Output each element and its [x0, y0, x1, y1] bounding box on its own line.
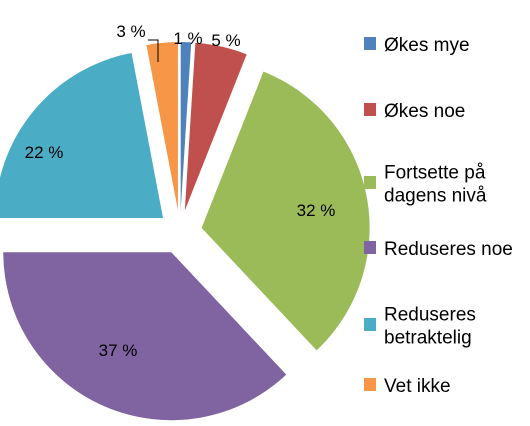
- legend-swatch-reduseres-noe: [364, 241, 376, 254]
- legend-swatch-okes-mye: [364, 37, 376, 50]
- data-label-fortsette-pa-dagens-niva: 32 %: [297, 201, 336, 220]
- legend-label-reduseres-noe: Reduseres noe: [384, 239, 513, 260]
- pie-slice-okes-noe: [184, 42, 247, 211]
- pie-slice-reduseres-betraktelig: [0, 52, 164, 218]
- pie-slice-fortsette-pa-dagens-niva: [201, 71, 370, 351]
- legend-label-reduseres-betraktelig: Reduseres betraktelig: [384, 305, 476, 349]
- data-labels: 1 % 5 % 32 % 37 % 22 % 3 %: [25, 22, 336, 360]
- pie-slice-reduseres-noe: [3, 252, 287, 421]
- legend-swatch-vet-ikke: [364, 378, 376, 391]
- data-label-reduseres-noe: 37 %: [99, 341, 138, 360]
- data-label-reduseres-betraktelig: 22 %: [25, 143, 64, 162]
- legend-label-okes-mye: Økes mye: [384, 35, 470, 56]
- data-label-okes-mye: 1 %: [173, 29, 202, 48]
- legend-label-vet-ikke: Vet ikke: [384, 376, 451, 397]
- data-label-okes-noe: 5 %: [211, 31, 240, 50]
- legend-swatch-okes-noe: [364, 103, 376, 116]
- pie-slice-okes-mye: [180, 42, 192, 211]
- pie-slices: [0, 42, 370, 421]
- data-label-vet-ikke: 3 %: [116, 22, 145, 41]
- legend-swatch-fortsette-pa-dagens-niva: [364, 176, 376, 189]
- leader-line-vet-ikke: [148, 39, 159, 62]
- legend-swatch-reduseres-betraktelig: [364, 318, 376, 331]
- legend: Økes mye Økes noe Fortsette på dagens nivå R…: [364, 35, 513, 397]
- legend-label-okes-noe: Økes noe: [384, 101, 465, 122]
- legend-label-fortsette-pa-dagens-niva: Fortsette på dagens nivå: [384, 163, 487, 207]
- pie-slice-vet-ikke: [146, 42, 178, 211]
